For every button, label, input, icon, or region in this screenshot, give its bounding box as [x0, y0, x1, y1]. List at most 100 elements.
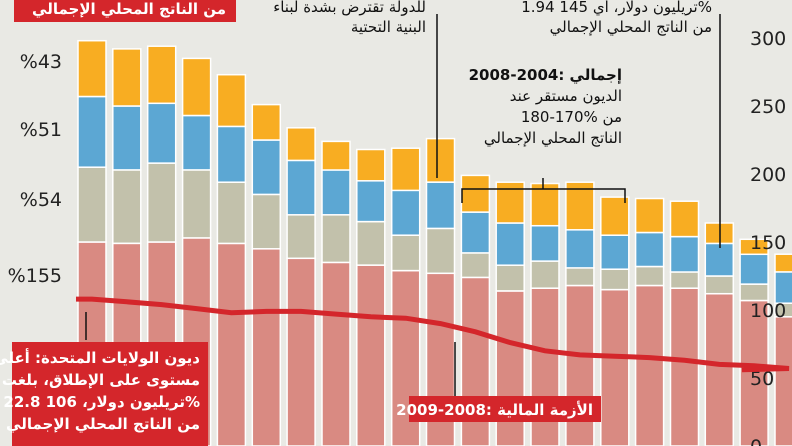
bar-9-segment-1	[356, 264, 386, 446]
callout-us-debt-line4: من الناتج المحلي الإجمالي	[6, 415, 200, 433]
y-tick-0: 0	[750, 436, 762, 446]
bar-10-segment-4	[390, 147, 421, 192]
annotation-2004-2008-line1: الديون مستقر عند	[510, 87, 622, 105]
bar-18	[669, 200, 700, 446]
bar-21-segment-3	[774, 271, 792, 304]
bar-19	[704, 222, 735, 446]
y-tick-300: 300	[750, 28, 786, 50]
bar-16	[600, 196, 630, 446]
bar-8	[321, 140, 351, 446]
left-percent-label-2: %51	[20, 119, 62, 141]
bar-12-segment-4	[460, 174, 491, 213]
bar-5	[216, 73, 247, 446]
bar-5-segment-3	[216, 125, 247, 183]
bar-13-segment-2	[495, 264, 525, 292]
bracket-2004-2008	[461, 178, 626, 203]
bar-3-segment-4	[146, 45, 177, 105]
bar-9	[356, 148, 386, 446]
bar-20-segment-3	[739, 253, 769, 285]
bar-14-segment-2	[530, 260, 560, 289]
bar-14-segment-1	[530, 287, 560, 446]
bar-17	[634, 197, 665, 446]
bar-21-segment-4	[774, 253, 792, 273]
bar-5-segment-4	[216, 73, 247, 128]
left-percent-label-1: %43	[20, 51, 62, 73]
callout-us-debt-line2: مستوى على الإطلاق، بلغت	[2, 371, 200, 389]
bar-2-segment-4	[112, 48, 142, 107]
bar-15-segment-2	[565, 267, 595, 287]
bar-6-segment-3	[251, 139, 282, 196]
bar-15-segment-4	[565, 181, 595, 231]
left-percent-label-4: %155	[8, 265, 62, 287]
bar-7-segment-2	[286, 214, 316, 260]
bar-5-segment-1	[216, 242, 247, 446]
bar-7-segment-4	[286, 127, 316, 162]
callout-financial-crisis-text: 2009-2008: الأزمة المالية	[396, 401, 593, 419]
callout-us-debt-line1: ديون الولايات المتحدة: أعلى	[0, 348, 200, 367]
annotation-2004-2008-title: 2008-2004: إجمالي	[469, 66, 622, 84]
annotation-top-middle-line2: البنية التحتية	[351, 18, 426, 36]
annotation-2004-2008-line2: 180-170% من	[521, 108, 622, 126]
bar-16-segment-1	[600, 288, 630, 446]
bar-18-segment-3	[669, 235, 700, 273]
bar-3-segment-3	[146, 102, 177, 164]
bar-17-segment-1	[634, 284, 665, 446]
bar-4-segment-2	[181, 169, 212, 239]
callout-us-debt-line3: 22.8 تريليون دولار، 106%	[3, 393, 200, 411]
bar-9-segment-4	[356, 148, 386, 182]
bar-9-segment-2	[356, 220, 386, 266]
callout-top-left-text: من الناتج المحلي الإجمالي	[32, 0, 226, 18]
bar-10	[390, 147, 421, 446]
callout-financial-crisis-box	[409, 396, 601, 422]
bar-20-segment-2	[739, 283, 769, 302]
bar-13-segment-1	[495, 290, 525, 446]
bar-8-segment-2	[321, 214, 351, 264]
bar-10-segment-2	[390, 234, 421, 272]
bar-9-segment-3	[356, 180, 386, 223]
bar-11-segment-3	[425, 181, 456, 230]
annotation-top-right-line1: 1.94 تريليون دولار، أي 145%	[521, 0, 712, 17]
bar-4-segment-3	[181, 114, 212, 171]
y-axis: 0 50 100 150 200 250 300	[750, 28, 786, 446]
bar-1-segment-2	[77, 166, 107, 243]
bar-17-segment-3	[634, 231, 665, 268]
y-tick-200: 200	[750, 164, 786, 186]
bar-8-segment-4	[321, 140, 351, 171]
bar-17-segment-4	[634, 197, 665, 234]
bar-19-segment-1	[704, 292, 735, 446]
bar-7	[286, 127, 316, 446]
annotation-2004-2008-line3: الناتج المحلي الإجمالي	[484, 129, 622, 148]
bar-1-segment-3	[77, 95, 107, 168]
leader-lines	[85, 14, 721, 396]
callout-us-debt-box	[12, 342, 208, 446]
bar-16-segment-4	[600, 196, 630, 236]
bar-1-segment-4	[77, 39, 107, 98]
bar-21-segment-1	[774, 316, 792, 446]
bar-7-segment-3	[286, 159, 316, 216]
bar-21	[774, 253, 792, 446]
callout-top-left-box	[14, 0, 236, 22]
bar-6-segment-4	[251, 103, 282, 141]
left-percent-labels: %43 %51 %54 %155	[8, 51, 62, 287]
bar-6-segment-1	[251, 248, 282, 446]
bar-2-segment-3	[112, 105, 142, 171]
bar-2-segment-2	[112, 169, 142, 245]
bar-11-segment-2	[425, 227, 456, 275]
bar-20	[739, 238, 769, 446]
annotation-top-middle-line1: للدولة تقترض بشدة لبناء	[273, 0, 426, 16]
bar-20-segment-4	[739, 238, 769, 256]
bar-15-segment-3	[565, 229, 595, 269]
annotation-top-right-line2: من الناتج المحلي الإجمالي	[550, 18, 712, 37]
bar-19-segment-3	[704, 242, 735, 277]
bar-3-segment-2	[146, 162, 177, 243]
bar-11-segment-4	[425, 137, 456, 183]
bar-13-segment-3	[495, 222, 525, 266]
bar-8-segment-3	[321, 169, 351, 216]
bar-19-segment-2	[704, 275, 735, 295]
y-tick-250: 250	[750, 96, 786, 118]
bar-8-segment-1	[321, 261, 351, 446]
us-debt-line	[76, 296, 790, 373]
y-tick-50: 50	[750, 368, 774, 390]
bar-6-segment-2	[251, 193, 282, 250]
